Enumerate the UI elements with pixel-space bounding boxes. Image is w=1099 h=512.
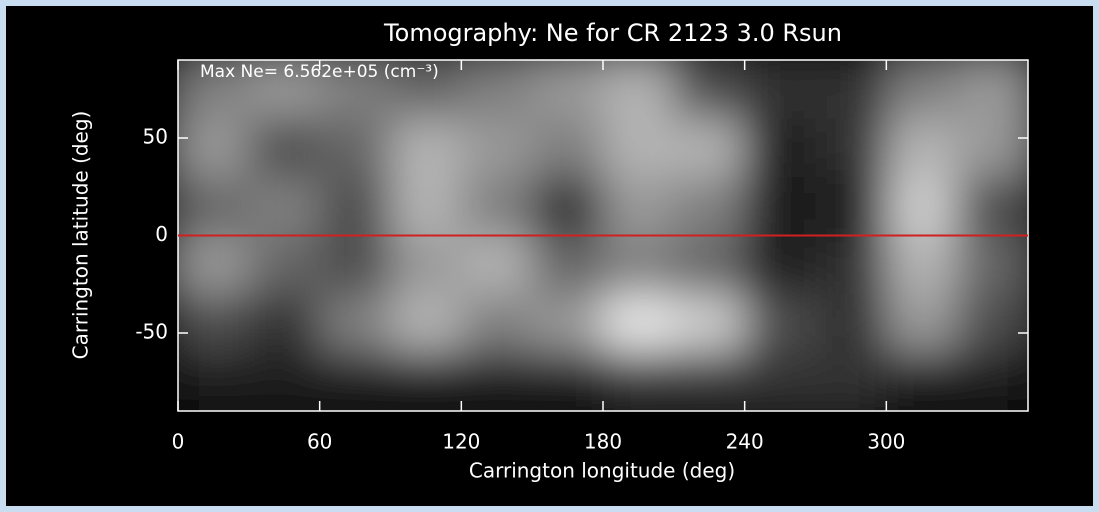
cell xyxy=(744,60,816,119)
cell xyxy=(744,235,816,295)
cell xyxy=(532,294,604,353)
cell xyxy=(248,294,321,353)
x-axis-label: Carrington longitude (deg) xyxy=(469,459,735,483)
cell xyxy=(461,60,533,119)
cell xyxy=(461,352,533,411)
cell xyxy=(532,352,604,411)
cell xyxy=(673,294,746,353)
x-tick-label: 300 xyxy=(867,430,905,454)
cell xyxy=(319,294,391,353)
cell xyxy=(390,294,462,353)
cell xyxy=(532,118,604,178)
cell xyxy=(248,60,321,119)
cell xyxy=(673,118,746,178)
cell xyxy=(248,235,321,295)
cell xyxy=(532,60,604,119)
cell xyxy=(532,177,604,236)
cell xyxy=(957,60,1028,119)
cell xyxy=(248,177,321,236)
cell xyxy=(957,352,1028,411)
cell xyxy=(390,60,462,119)
x-tick-label: 0 xyxy=(172,430,185,454)
x-tick-label: 180 xyxy=(584,430,622,454)
cell xyxy=(886,294,958,353)
x-tick-label: 120 xyxy=(442,430,480,454)
cell xyxy=(673,60,746,119)
cell xyxy=(603,177,675,236)
cell xyxy=(178,294,250,353)
cell xyxy=(319,118,391,178)
cell xyxy=(178,118,250,178)
cell xyxy=(603,118,675,178)
cell xyxy=(744,352,816,411)
cell xyxy=(461,177,533,236)
cell xyxy=(319,235,391,295)
cell xyxy=(673,235,746,295)
cell xyxy=(744,118,816,178)
cell xyxy=(319,352,391,411)
cell xyxy=(178,177,250,236)
cell xyxy=(886,352,958,411)
annotation: Max Ne= 6.562e+05 (cm⁻³) xyxy=(200,62,439,82)
cell xyxy=(815,60,887,119)
cell xyxy=(886,118,958,178)
cell xyxy=(390,235,462,295)
cell xyxy=(815,294,887,353)
x-tick-label: 240 xyxy=(726,430,764,454)
cell xyxy=(673,352,746,411)
cell xyxy=(744,177,816,236)
cell xyxy=(461,118,533,178)
cell xyxy=(815,177,887,236)
cell xyxy=(248,352,321,411)
y-tick-label: 50 xyxy=(143,125,168,149)
cell xyxy=(178,235,250,295)
cell xyxy=(532,235,604,295)
cell xyxy=(390,352,462,411)
cell xyxy=(178,60,250,119)
cell xyxy=(248,118,321,178)
x-tick-label: 60 xyxy=(307,430,332,454)
cell xyxy=(390,177,462,236)
cell xyxy=(957,177,1028,236)
cell xyxy=(319,177,391,236)
cell xyxy=(957,118,1028,178)
cell xyxy=(886,60,958,119)
cell xyxy=(603,352,675,411)
cell xyxy=(603,60,675,119)
cell xyxy=(957,294,1028,353)
cell xyxy=(319,60,391,119)
cell xyxy=(603,294,675,353)
cell xyxy=(461,294,533,353)
cell xyxy=(815,118,887,178)
cell xyxy=(815,352,887,411)
cell xyxy=(957,235,1028,295)
cell xyxy=(815,235,887,295)
cell xyxy=(744,294,816,353)
cell xyxy=(886,235,958,295)
cell xyxy=(603,235,675,295)
cell xyxy=(390,118,462,178)
cell xyxy=(461,235,533,295)
y-tick-label: -50 xyxy=(135,320,168,344)
y-axis-label: Carrington latitude (deg) xyxy=(69,111,93,360)
chart-title: Tomography: Ne for CR 2123 3.0 Rsun xyxy=(383,19,842,47)
cell xyxy=(178,352,250,411)
y-tick-label: 0 xyxy=(155,222,168,246)
cell xyxy=(886,177,958,236)
cell xyxy=(673,177,746,236)
